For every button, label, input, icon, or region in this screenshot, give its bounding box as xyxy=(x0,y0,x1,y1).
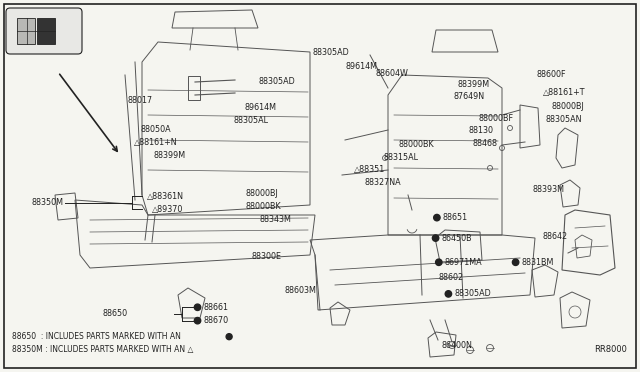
FancyBboxPatch shape xyxy=(6,8,82,54)
Text: 86450B: 86450B xyxy=(442,234,472,243)
Text: 88000BF: 88000BF xyxy=(479,114,514,123)
Text: 88000BJ: 88000BJ xyxy=(552,102,584,110)
Text: 88399M: 88399M xyxy=(458,80,490,89)
Text: 88651: 88651 xyxy=(443,213,468,222)
Text: 8831BM: 8831BM xyxy=(522,258,554,267)
Text: △89370: △89370 xyxy=(152,205,184,214)
Text: 88343M: 88343M xyxy=(259,215,291,224)
Text: 88393M: 88393M xyxy=(532,185,564,194)
Text: 88000BK: 88000BK xyxy=(246,202,282,211)
Text: 88305AN: 88305AN xyxy=(545,115,582,124)
Text: 88670: 88670 xyxy=(204,316,228,325)
Text: 86971MA: 86971MA xyxy=(445,258,483,267)
Text: 88350M : INCLUDES PARTS MARKED WITH AN △: 88350M : INCLUDES PARTS MARKED WITH AN △ xyxy=(12,345,193,354)
Text: 88600F: 88600F xyxy=(536,70,566,79)
Text: 88650  : INCLUDES PARTS MARKED WITH AN: 88650 : INCLUDES PARTS MARKED WITH AN xyxy=(12,332,181,341)
Text: 88300E: 88300E xyxy=(252,252,282,261)
Text: 88642: 88642 xyxy=(543,232,568,241)
Text: △88351: △88351 xyxy=(354,165,385,174)
Text: 88305AD: 88305AD xyxy=(259,77,296,86)
Text: 88305AD: 88305AD xyxy=(312,48,349,57)
Text: 88650: 88650 xyxy=(103,310,128,318)
Text: 88661: 88661 xyxy=(204,303,228,312)
Text: △88161+T: △88161+T xyxy=(543,89,585,97)
Text: 88315AL: 88315AL xyxy=(384,153,419,162)
Text: 88399M: 88399M xyxy=(154,151,186,160)
Text: 88468: 88468 xyxy=(472,139,497,148)
Text: 88305AD: 88305AD xyxy=(454,289,491,298)
Text: 88602: 88602 xyxy=(438,273,463,282)
Circle shape xyxy=(445,291,452,297)
Text: 88050A: 88050A xyxy=(141,125,172,134)
Circle shape xyxy=(436,259,442,266)
Text: △88161+N: △88161+N xyxy=(134,138,178,147)
Text: 88350M: 88350M xyxy=(32,198,64,207)
Circle shape xyxy=(226,334,232,340)
Text: △88361N: △88361N xyxy=(147,192,184,201)
Text: 88305AL: 88305AL xyxy=(234,116,269,125)
Circle shape xyxy=(433,235,439,241)
Text: 87649N: 87649N xyxy=(453,92,484,101)
Text: 88327NA: 88327NA xyxy=(365,178,401,187)
Text: 88603M: 88603M xyxy=(285,286,317,295)
Circle shape xyxy=(513,259,519,266)
Text: 88017: 88017 xyxy=(127,96,152,105)
Text: 89614M: 89614M xyxy=(244,103,276,112)
Text: 88604W: 88604W xyxy=(376,69,408,78)
Text: 88130: 88130 xyxy=(468,126,493,135)
FancyBboxPatch shape xyxy=(17,18,35,44)
Text: RR8000: RR8000 xyxy=(594,345,627,354)
FancyBboxPatch shape xyxy=(37,18,55,44)
Circle shape xyxy=(195,317,201,324)
Text: 88000BK: 88000BK xyxy=(398,140,434,149)
Text: 88000BJ: 88000BJ xyxy=(246,189,278,198)
Circle shape xyxy=(434,214,440,221)
Circle shape xyxy=(195,304,201,311)
Text: 86400N: 86400N xyxy=(442,341,472,350)
Text: 89614M: 89614M xyxy=(346,62,378,71)
